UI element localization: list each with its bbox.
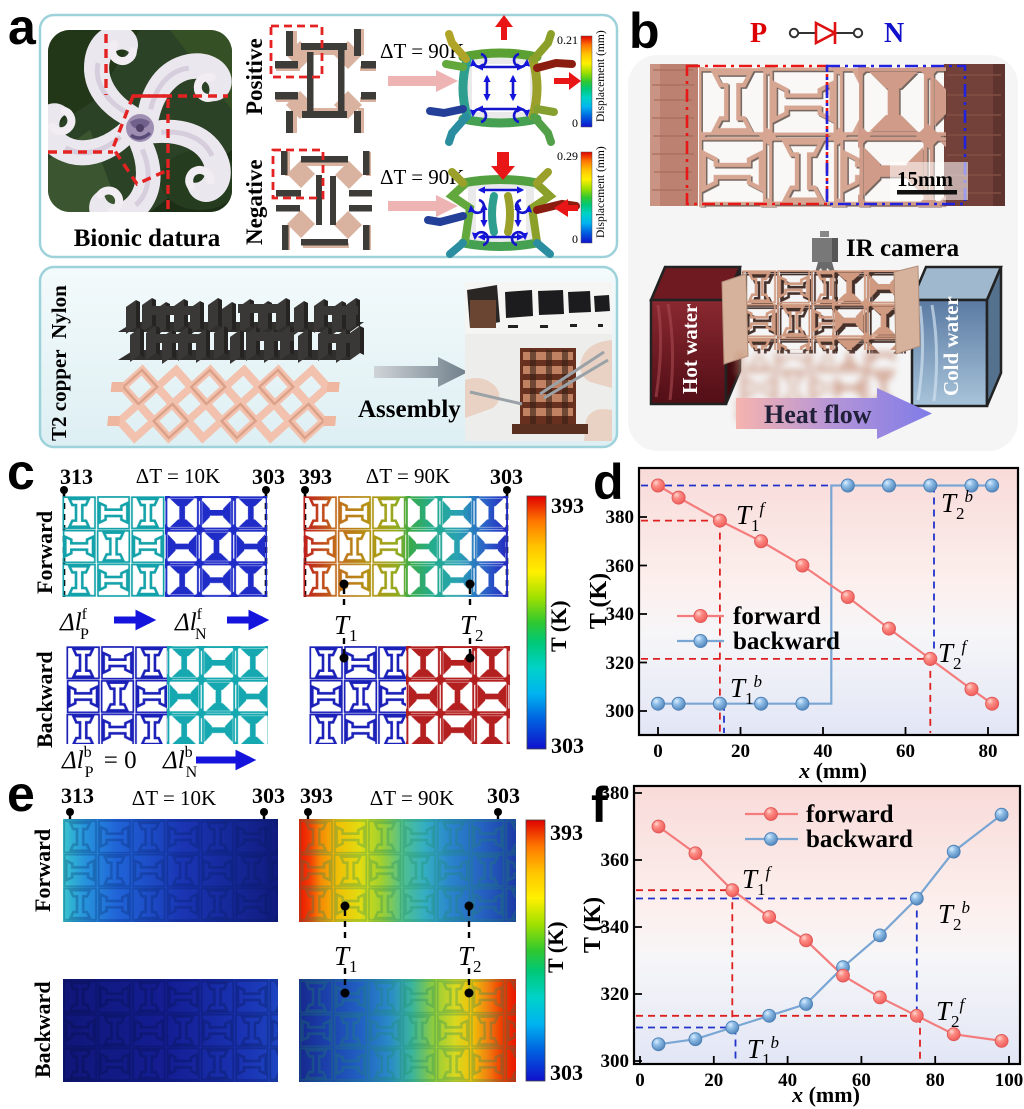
svg-text:Backward: Backward [30,981,55,1078]
svg-text:80: 80 [979,741,998,762]
svg-text:303: 303 [487,783,520,808]
svg-text:c: c [7,444,35,500]
svg-text:100: 100 [995,1070,1024,1091]
svg-text:T (K): T (K) [580,897,606,953]
svg-text:60: 60 [896,741,915,762]
svg-text:393: 393 [550,820,583,845]
svg-text:340: 340 [606,604,635,625]
svg-text:303: 303 [551,733,584,758]
svg-text:T (K): T (K) [586,573,612,629]
svg-text:20: 20 [731,741,750,762]
svg-text:Cold water: Cold water [939,296,963,396]
svg-text:300: 300 [601,1051,630,1072]
svg-text:0: 0 [635,1070,645,1091]
svg-text:320: 320 [601,984,630,1005]
svg-text:393: 393 [299,464,332,489]
svg-text:ΔT = 90K: ΔT = 90K [366,464,450,488]
svg-text:340: 340 [601,917,630,938]
svg-text:Positive: Positive [242,38,267,115]
svg-text:N: N [884,18,904,49]
svg-text:forward: forward [733,603,821,630]
svg-text:b: b [629,3,660,59]
svg-text:60: 60 [852,1070,871,1091]
svg-text:0: 0 [572,116,578,130]
svg-text:20: 20 [704,1070,723,1091]
svg-text:e: e [7,766,35,822]
svg-text:Hot water: Hot water [678,304,702,394]
svg-text:T2 copper Nylon: T2 copper Nylon [47,285,71,441]
svg-text:393: 393 [300,783,333,808]
svg-text:313: 313 [60,464,93,489]
svg-text:f: f [591,777,608,833]
svg-text:15mm: 15mm [897,167,953,191]
svg-text:backward: backward [806,826,913,853]
svg-text:IR camera: IR camera [846,235,960,262]
svg-text:0.29: 0.29 [557,149,578,163]
svg-text:Displacement (mm): Displacement (mm) [595,146,607,238]
svg-text:Bionic datura: Bionic datura [74,225,221,252]
svg-text:303: 303 [252,783,285,808]
svg-text:360: 360 [601,850,630,871]
svg-text:ΔT = 10K: ΔT = 10K [132,786,216,810]
svg-text:0: 0 [572,232,578,246]
svg-text:Heat flow: Heat flow [764,400,872,429]
svg-text:Displacement (mm): Displacement (mm) [595,30,607,122]
svg-text:40: 40 [778,1070,797,1091]
svg-text:Forward: Forward [32,511,57,594]
svg-text:300: 300 [606,701,635,722]
svg-text:360: 360 [606,556,635,577]
svg-text:x (mm): x (mm) [798,758,867,783]
svg-text:forward: forward [806,801,894,828]
svg-text:Assembly: Assembly [358,396,461,423]
svg-text:T1: T1 [334,610,358,645]
svg-text:T2: T2 [460,610,484,645]
svg-text:ΔT = 90K: ΔT = 90K [370,786,454,810]
svg-text:303: 303 [252,464,285,489]
svg-text:393: 393 [551,493,584,518]
svg-text:Negative: Negative [242,159,267,245]
svg-text:Backward: Backward [32,651,57,748]
svg-text:ΔT = 10K: ΔT = 10K [136,464,220,488]
svg-text:x (mm): x (mm) [791,1082,860,1107]
svg-text:P: P [750,18,767,49]
svg-text:Forward: Forward [30,829,55,912]
svg-text:0.21: 0.21 [557,33,578,47]
svg-text:d: d [593,454,624,510]
svg-text:40: 40 [814,741,833,762]
svg-text:T (K): T (K) [546,600,571,652]
svg-text:320: 320 [606,653,635,674]
svg-text:T (K): T (K) [543,921,568,973]
svg-text:303: 303 [490,464,523,489]
svg-text:a: a [8,0,37,55]
svg-text:380: 380 [601,783,630,804]
svg-text:0: 0 [653,741,663,762]
svg-text:80: 80 [926,1070,945,1091]
svg-text:backward: backward [733,628,840,655]
svg-text:313: 313 [61,783,94,808]
svg-text:380: 380 [606,507,635,528]
svg-text:303: 303 [550,1060,583,1085]
